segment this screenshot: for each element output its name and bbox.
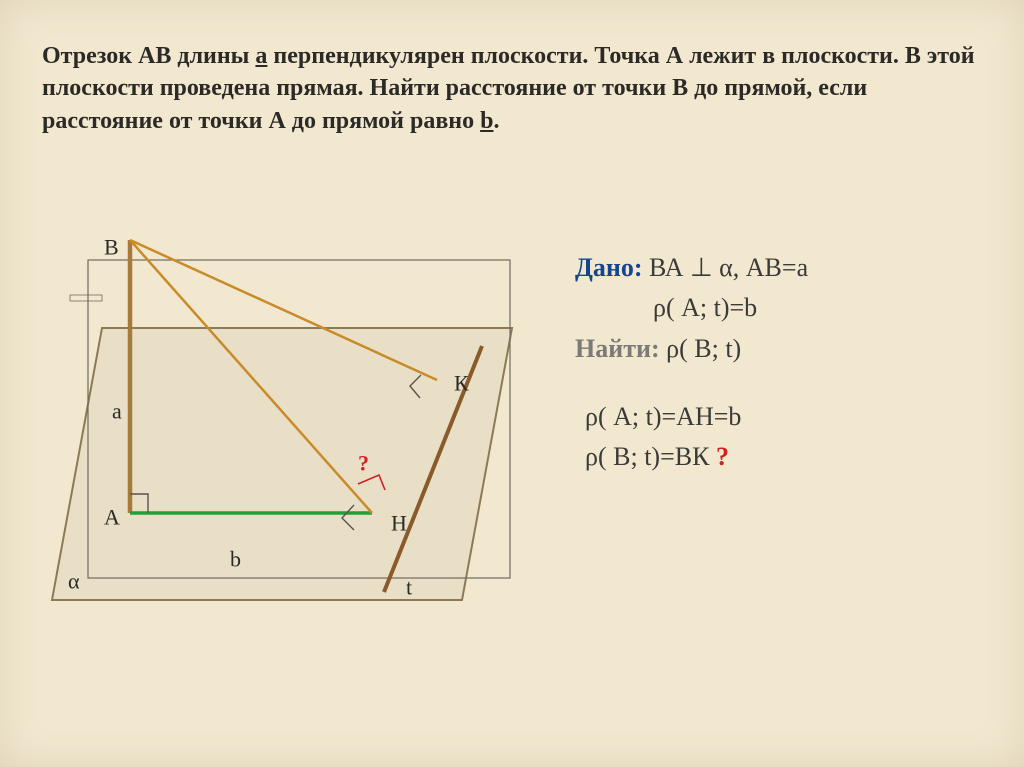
find-label: Найти:: [575, 334, 660, 363]
title-u2: b: [480, 108, 493, 134]
solution-line-2-pre: ρ( В; t)=ВК: [585, 442, 716, 471]
svg-text:t: t: [406, 575, 412, 600]
svg-text:Н: Н: [391, 511, 407, 536]
svg-text:К: К: [454, 371, 469, 396]
svg-text:А: А: [104, 505, 120, 530]
solution-line-2-q: ?: [716, 442, 729, 471]
title-u1: а: [255, 43, 267, 69]
spacer: [575, 369, 984, 397]
svg-text:В: В: [104, 235, 119, 260]
diagram-svg: В Аа b Н Кt α?: [42, 230, 522, 610]
given-line-1: Дано: ВА ⊥ α, АВ=а: [575, 248, 984, 288]
given-text-1: ВА ⊥ α, АВ=а: [643, 253, 809, 282]
solution-column: Дано: ВА ⊥ α, АВ=а ρ( А; t)=b Найти: ρ( …: [575, 248, 984, 477]
solution-line-1: ρ( А; t)=АН=b: [575, 397, 984, 437]
problem-statement: Отрезок АВ длины а перпендикулярен плоск…: [42, 40, 982, 137]
geometry-diagram: В Аа b Н Кt α?: [42, 230, 522, 610]
title-pre: Отрезок АВ длины: [42, 43, 255, 69]
find-line: Найти: ρ( В; t): [575, 329, 984, 369]
svg-text:b: b: [230, 547, 241, 572]
svg-text:?: ?: [358, 451, 369, 476]
find-text: ρ( В; t): [660, 334, 742, 363]
given-line-2: ρ( А; t)=b: [575, 288, 984, 328]
svg-text:а: а: [112, 399, 122, 424]
title-post: .: [493, 108, 499, 134]
given-label: Дано:: [575, 253, 643, 282]
svg-text:α: α: [68, 569, 80, 594]
solution-line-2: ρ( В; t)=ВК ?: [575, 437, 984, 477]
slide: Отрезок АВ длины а перпендикулярен плоск…: [0, 0, 1024, 767]
